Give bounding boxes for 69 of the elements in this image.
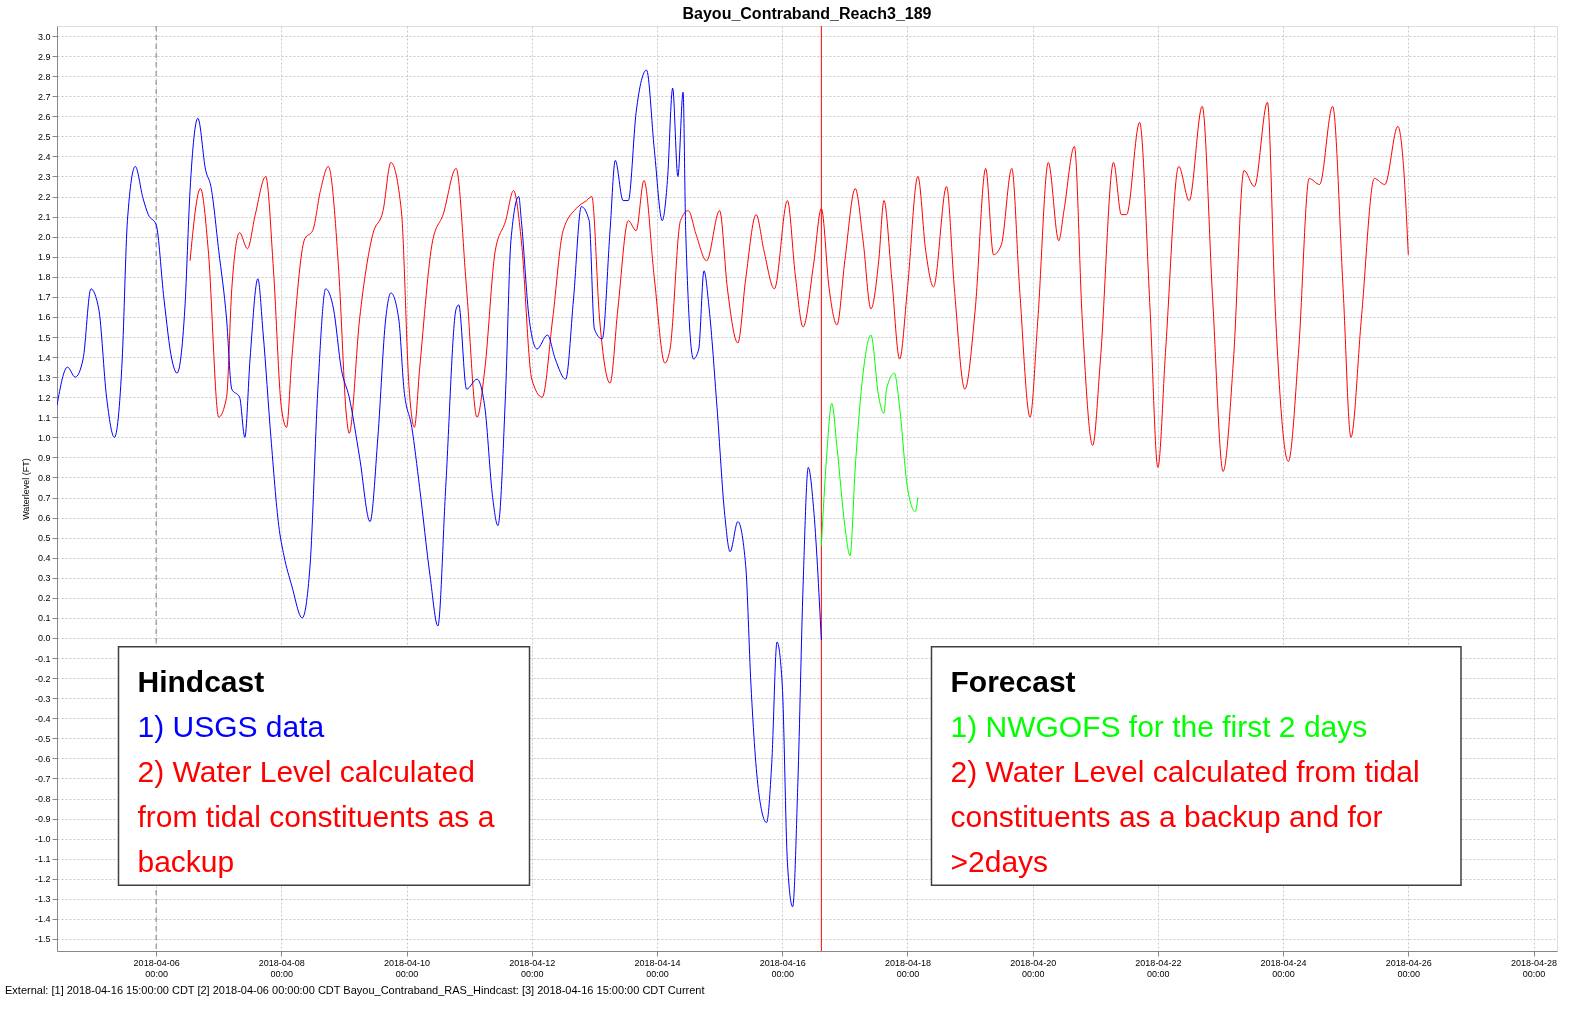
y-tick-label: -0.7 [34,773,51,784]
y-tick-label: -0.2 [34,673,51,684]
x-tick-label: 2018-04-16 00:00 [759,957,806,979]
line-series [57,69,822,908]
y-tick-label: 0.5 [37,533,51,544]
y-tick-label: -1.1 [34,854,51,865]
y-tick-label: 0.7 [37,493,51,504]
y-tick-label: 0.4 [37,553,51,564]
y-tick-label: 0.8 [37,472,51,483]
y-tick-label: 1.4 [37,352,51,363]
y-tick-label: -0.4 [34,713,51,724]
annotation: Forecast [950,664,1076,698]
y-tick-label: 2.1 [37,212,51,223]
y-tick-label: -0.1 [34,653,51,664]
y-tick-label: 2.6 [37,111,51,122]
y-tick-label: -0.8 [34,794,51,805]
y-tick-label: 1.5 [37,332,51,343]
y-tick-label: 3.0 [37,31,51,42]
y-tick-label: 2.4 [37,151,51,162]
y-tick-label: -0.9 [34,814,51,825]
y-tick-label: 1.1 [37,412,51,423]
y-tick-label: 0.6 [37,513,51,524]
annotation: Hindcast [137,664,265,698]
y-tick-label: 0.3 [37,573,51,584]
y-tick-label: -0.5 [34,733,51,744]
y-tick-label: 0.1 [37,613,51,624]
annotation: 1) NWGOFS for the first 2 days [950,709,1368,743]
y-tick-label: 2.8 [37,71,51,82]
y-tick-label: 2.3 [37,171,51,182]
chart-title: Bayou_Contraband_Reach3_189 [682,4,932,22]
y-tick-label: -0.3 [34,693,51,704]
y-tick-label: 0.0 [37,633,51,644]
y-tick-label: 1.0 [37,432,51,443]
x-tick-label: 2018-04-06 00:00 [133,957,180,979]
y-tick-label: -1.5 [34,934,51,945]
y-tick-label: 2.7 [37,91,51,102]
y-tick-label: 2.0 [37,232,51,243]
y-tick-label: 1.6 [37,312,51,323]
annotation: 2) Water Level calculated from tidal constituents as a backup [137,754,495,878]
x-tick-label: 2018-04-28 00:00 [1511,957,1558,979]
x-tick-label: 2018-04-26 00:00 [1385,957,1432,979]
y-tick-label: 1.3 [37,372,51,383]
y-tick-label: -1.4 [34,914,51,925]
annotation: 1) USGS data [137,709,325,743]
y-tick-label: 2.9 [37,51,51,62]
x-tick-label: 2018-04-20 00:00 [1010,957,1057,979]
y-tick-label: 0.2 [37,593,51,604]
x-tick-label: 2018-04-08 00:00 [258,957,305,979]
y-tick-label: 1.7 [37,292,51,303]
x-tick-label: 2018-04-10 00:00 [384,957,431,979]
y-tick-label: 1.8 [37,272,51,283]
y-tick-label: -1.2 [34,874,51,885]
y-axis-title: Waterlevel (FT) [20,458,31,520]
y-tick-label: 2.5 [37,131,51,142]
x-tick-label: 2018-04-24 00:00 [1260,957,1307,979]
y-tick-label: 1.2 [37,392,51,403]
x-tick-label: 2018-04-22 00:00 [1135,957,1182,979]
line-series [820,334,919,557]
y-tick-label: 0.9 [37,452,51,463]
y-tick-label: -0.6 [34,753,51,764]
annotation: 2) Water Level calculated from tidal constituents as a backup and for >2days [950,754,1420,878]
y-tick-label: -1.3 [34,894,51,905]
y-tick-label: -1.0 [34,834,51,845]
y-tick-label: 2.2 [37,192,51,203]
x-tick-label: 2018-04-14 00:00 [634,957,681,979]
x-tick-label: 2018-04-18 00:00 [884,957,931,979]
y-tick-label: 1.9 [37,252,51,263]
x-tick-label: 2018-04-12 00:00 [509,957,556,979]
text: External: [1] 2018-04-16 15:00:00 CDT [2] 2018-04-06 00:00:00 CDT Bayou_Contraband_RAS_Hindcast: [3] 2018-04-16 15:00:00 CDT Current [5,984,705,996]
